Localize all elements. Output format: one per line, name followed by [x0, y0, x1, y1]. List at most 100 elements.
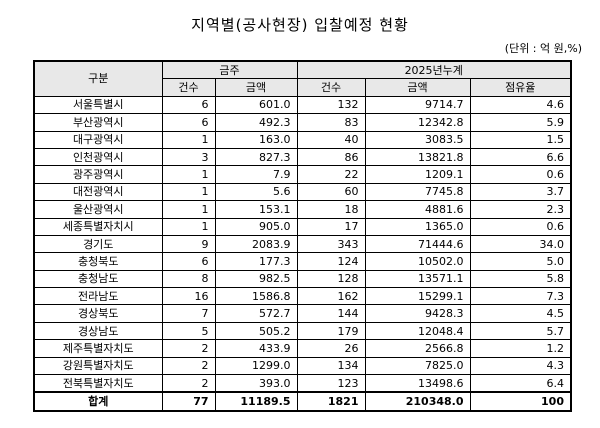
table-row: 대전광역시 1 5.6 60 7745.8 3.7 — [33, 182, 572, 202]
cell-ytd-count: 40 — [296, 130, 366, 149]
cell-week-amount: 601.0 — [214, 95, 298, 115]
cell-region: 충청남도 — [33, 269, 163, 289]
cell-ytd-count: 22 — [296, 165, 366, 184]
table-row: 전북특별자치도 2 393.0 123 13498.6 6.4 — [33, 374, 572, 393]
cell-week-count: 7 — [161, 304, 216, 323]
cell-week-amount: 1299.0 — [214, 356, 298, 376]
cell-ytd-amount: 13571.1 — [364, 269, 471, 289]
total-ytd-count: 1821 — [296, 391, 366, 412]
table-row: 대구광역시 1 163.0 40 3083.5 1.5 — [33, 130, 572, 149]
cell-week-amount: 177.3 — [214, 252, 298, 271]
cell-region: 세종특별자치시 — [33, 217, 163, 236]
cell-week-count: 2 — [161, 339, 216, 358]
cell-ytd-count: 162 — [296, 287, 366, 306]
cell-share: 5.0 — [469, 252, 572, 271]
cell-share: 3.7 — [469, 182, 572, 202]
header-this-week: 금주 — [161, 60, 298, 80]
cell-share: 4.6 — [469, 95, 572, 115]
cell-region: 강원특별자치도 — [33, 356, 163, 376]
cell-share: 6.6 — [469, 147, 572, 167]
cell-share: 2.3 — [469, 200, 572, 219]
header-ytd-amount: 금액 — [364, 78, 471, 97]
cell-week-count: 5 — [161, 321, 216, 341]
cell-week-count: 9 — [161, 234, 216, 254]
cell-week-count: 1 — [161, 165, 216, 184]
header-week-count: 건수 — [161, 78, 216, 97]
cell-ytd-amount: 7745.8 — [364, 182, 471, 202]
cell-week-count: 1 — [161, 182, 216, 202]
cell-week-amount: 7.9 — [214, 165, 298, 184]
cell-week-count: 8 — [161, 269, 216, 289]
cell-ytd-count: 123 — [296, 374, 366, 393]
cell-week-amount: 163.0 — [214, 130, 298, 149]
cell-ytd-amount: 2566.8 — [364, 339, 471, 358]
cell-week-amount: 505.2 — [214, 321, 298, 341]
cell-ytd-count: 83 — [296, 113, 366, 132]
cell-week-count: 2 — [161, 374, 216, 393]
cell-ytd-amount: 71444.6 — [364, 234, 471, 254]
cell-share: 5.9 — [469, 113, 572, 132]
cell-week-count: 1 — [161, 217, 216, 236]
cell-week-count: 2 — [161, 356, 216, 376]
cell-ytd-amount: 10502.0 — [364, 252, 471, 271]
cell-region: 전북특별자치도 — [33, 374, 163, 393]
cell-ytd-count: 179 — [296, 321, 366, 341]
cell-region: 서울특별시 — [33, 95, 163, 115]
cell-region: 경기도 — [33, 234, 163, 254]
cell-region: 광주광역시 — [33, 165, 163, 184]
table-row: 경상남도 5 505.2 179 12048.4 5.7 — [33, 321, 572, 341]
table-row: 울산광역시 1 153.1 18 4881.6 2.3 — [33, 200, 572, 219]
cell-week-count: 6 — [161, 252, 216, 271]
cell-share: 4.5 — [469, 304, 572, 323]
cell-week-amount: 153.1 — [214, 200, 298, 219]
cell-week-count: 1 — [161, 130, 216, 149]
cell-week-amount: 393.0 — [214, 374, 298, 393]
cell-ytd-amount: 9428.3 — [364, 304, 471, 323]
cell-region: 제주특별자치도 — [33, 339, 163, 358]
total-week-amount: 11189.5 — [214, 391, 298, 412]
cell-week-amount: 5.6 — [214, 182, 298, 202]
cell-share: 0.6 — [469, 217, 572, 236]
cell-ytd-count: 60 — [296, 182, 366, 202]
cell-share: 5.8 — [469, 269, 572, 289]
cell-week-amount: 492.3 — [214, 113, 298, 132]
cell-ytd-count: 343 — [296, 234, 366, 254]
cell-week-count: 6 — [161, 113, 216, 132]
cell-ytd-count: 124 — [296, 252, 366, 271]
cell-week-amount: 982.5 — [214, 269, 298, 289]
table-row: 전라남도 16 1586.8 162 15299.1 7.3 — [33, 287, 572, 306]
cell-ytd-count: 86 — [296, 147, 366, 167]
cell-ytd-count: 26 — [296, 339, 366, 358]
cell-region: 대구광역시 — [33, 130, 163, 149]
cell-ytd-amount: 12048.4 — [364, 321, 471, 341]
cell-ytd-amount: 9714.7 — [364, 95, 471, 115]
header-share: 점유율 — [469, 78, 572, 97]
cell-ytd-amount: 1209.1 — [364, 165, 471, 184]
cell-share: 0.6 — [469, 165, 572, 184]
cell-region: 경상남도 — [33, 321, 163, 341]
cell-week-amount: 827.3 — [214, 147, 298, 167]
table-row: 부산광역시 6 492.3 83 12342.8 5.9 — [33, 113, 572, 132]
cell-week-count: 16 — [161, 287, 216, 306]
table-row: 강원특별자치도 2 1299.0 134 7825.0 4.3 — [33, 356, 572, 376]
table-row: 충청북도 6 177.3 124 10502.0 5.0 — [33, 252, 572, 271]
cell-ytd-amount: 4881.6 — [364, 200, 471, 219]
bid-schedule-table: 구분 금주 2025년누계 건수 금액 건수 금액 점유율 서울특별시 6 601.… — [33, 60, 572, 412]
cell-share: 7.3 — [469, 287, 572, 306]
table-row: 세종특별자치시 1 905.0 17 1365.0 0.6 — [33, 217, 572, 236]
cell-week-count: 3 — [161, 147, 216, 167]
cell-ytd-amount: 3083.5 — [364, 130, 471, 149]
total-ytd-amount: 210348.0 — [364, 391, 471, 412]
cell-share: 34.0 — [469, 234, 572, 254]
table-row: 경상북도 7 572.7 144 9428.3 4.5 — [33, 304, 572, 323]
cell-week-amount: 2083.9 — [214, 234, 298, 254]
header-region: 구분 — [33, 60, 163, 97]
header-ytd-count: 건수 — [296, 78, 366, 97]
cell-week-count: 1 — [161, 200, 216, 219]
cell-share: 4.3 — [469, 356, 572, 376]
cell-region: 전라남도 — [33, 287, 163, 306]
header-ytd: 2025년누계 — [296, 60, 572, 80]
table-row: 인천광역시 3 827.3 86 13821.8 6.6 — [33, 147, 572, 167]
cell-ytd-amount: 15299.1 — [364, 287, 471, 306]
cell-ytd-count: 134 — [296, 356, 366, 376]
